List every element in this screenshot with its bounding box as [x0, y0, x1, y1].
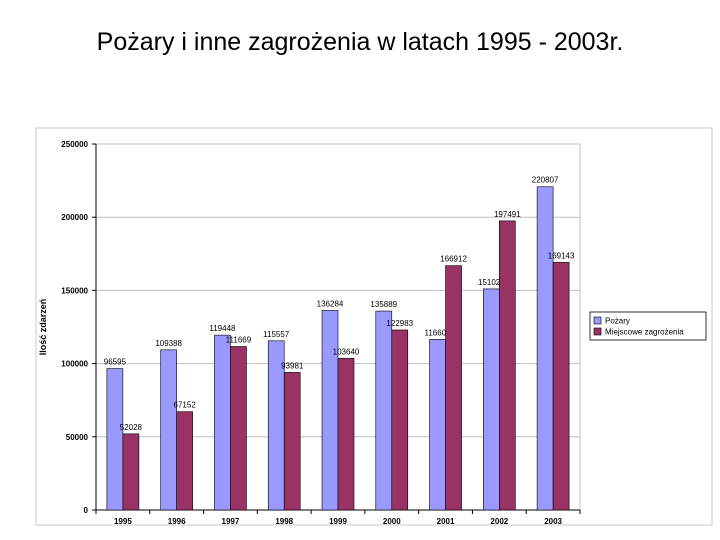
bar — [283, 372, 301, 511]
data-label: 111669 — [226, 336, 252, 345]
x-tick-label: 1995 — [114, 517, 132, 526]
data-label: 96595 — [104, 358, 127, 367]
data-label: 166912 — [440, 255, 467, 264]
x-tick-label: 2003 — [544, 517, 562, 526]
data-label: 122983 — [386, 319, 413, 328]
data-label: 169143 — [548, 251, 575, 260]
data-label: 135889 — [370, 300, 397, 309]
slide-title: Pożary i inne zagrożenia w latach 1995 -… — [96, 28, 624, 56]
bar — [176, 411, 193, 511]
x-tick-label: 1999 — [329, 517, 347, 526]
x-tick-label: 2000 — [383, 517, 401, 526]
bar — [375, 310, 393, 511]
data-label: 197491 — [494, 210, 521, 219]
y-tick-label: 250000 — [61, 140, 88, 149]
bar — [106, 368, 124, 511]
data-label: 136284 — [317, 299, 344, 308]
bar — [337, 357, 355, 511]
y-tick-label: 50000 — [66, 433, 89, 442]
data-label: 109388 — [155, 339, 182, 348]
bar — [552, 262, 570, 511]
bar — [214, 334, 231, 511]
bar — [445, 265, 462, 511]
bar — [230, 346, 247, 511]
data-label: 119448 — [209, 324, 236, 333]
data-label: 67152 — [174, 401, 197, 410]
bar — [429, 338, 446, 511]
bar — [321, 310, 339, 511]
bar — [499, 220, 516, 511]
legend — [589, 311, 707, 341]
data-label: 52028 — [120, 423, 143, 432]
x-tick-label: 2002 — [490, 517, 508, 526]
data-label: 115557 — [263, 330, 290, 339]
y-tick-label: 200000 — [61, 213, 88, 222]
legend-swatch — [593, 327, 602, 336]
legend-label: Miejscowe zagrożenia — [605, 328, 684, 337]
data-label: 220807 — [532, 176, 559, 185]
y-tick-label: 150000 — [61, 286, 88, 295]
x-tick-label: 1997 — [222, 517, 240, 526]
x-tick-label: 1998 — [275, 517, 293, 526]
bar — [122, 433, 140, 511]
y-axis-title: Ilość zdarzeń — [38, 299, 48, 356]
bar — [536, 186, 554, 511]
x-tick-label: 1996 — [168, 517, 186, 526]
y-tick-label: 0 — [84, 506, 89, 515]
x-tick-label: 2001 — [437, 517, 455, 526]
y-tick-label: 100000 — [61, 360, 88, 369]
legend-swatch — [593, 316, 602, 325]
data-label: 116602 — [425, 328, 452, 337]
data-label: 151026 — [478, 278, 505, 287]
legend-label: Pożary — [605, 317, 630, 326]
bar — [160, 349, 177, 511]
data-label: 93981 — [281, 361, 304, 370]
bar — [391, 329, 409, 511]
bar — [483, 288, 500, 511]
data-label: 103640 — [333, 347, 360, 356]
